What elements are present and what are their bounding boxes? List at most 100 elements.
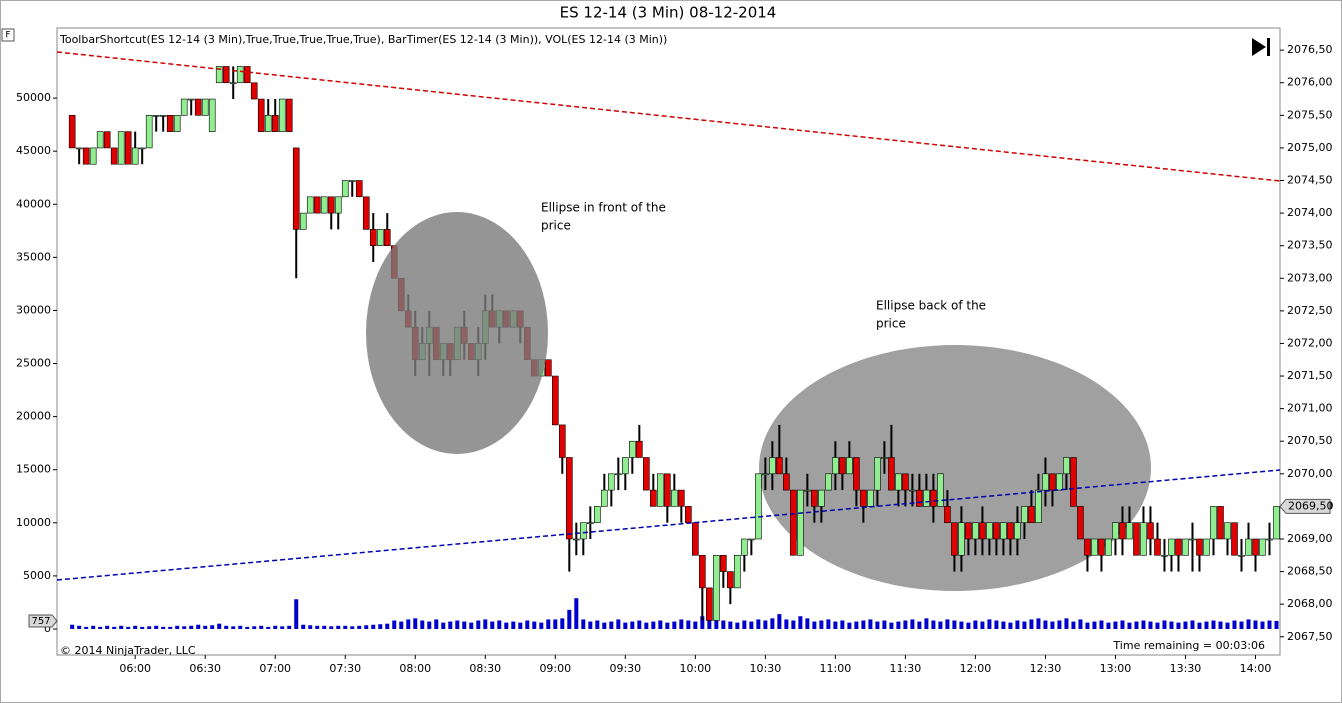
volume-bar [371,624,376,629]
body [790,489,797,556]
body [783,473,790,491]
volume-bar [630,621,635,629]
ellipse-front[interactable] [366,212,548,454]
body [748,538,755,541]
trend-line-red[interactable] [56,51,1281,182]
volume-bar [1092,621,1097,629]
volume-bar [1155,622,1160,629]
volume-bar [434,619,439,629]
x-tick-label: 11:00 [820,662,852,675]
volume-bar [1029,619,1034,629]
volume-bar [378,624,383,629]
body [89,147,97,165]
volume-bar [294,599,299,629]
volume-bar [1239,621,1244,629]
y-tick-label: 2072,50 [1287,304,1333,317]
volume-bar [476,620,481,629]
volume-bar [553,619,558,629]
volume-bar [154,625,159,629]
y-tick-label: 2073,00 [1287,271,1333,284]
body [215,66,223,84]
body [1098,538,1105,556]
time-remaining: Time remaining = 00:03:06 [1112,639,1265,652]
body [958,522,965,556]
body [769,457,776,475]
indicator-list: ToolbarShortcut(ES 12-14 (3 Min),True,Tr… [59,33,667,46]
volume-bar [1267,620,1272,629]
volume-bar [560,618,565,629]
annotation: price [876,317,906,331]
volume-bar [595,620,600,629]
volume-bar [175,625,180,629]
volume-bar [1176,622,1181,629]
volume-bar [469,622,474,629]
volume-bar [413,618,418,629]
body [82,147,90,165]
volume-bar [1225,622,1230,629]
volume-bar [98,626,103,629]
volume-bar [462,621,467,629]
volume-bar [189,625,194,629]
body [1084,538,1091,556]
volume-bar [1043,620,1048,629]
volume-bar [868,619,873,629]
y-tick-label: 2071,50 [1287,369,1333,382]
volume-bar [392,620,397,629]
volume-bar [791,620,796,629]
volume-bar [1008,622,1013,629]
body [285,98,293,132]
y-tick-label: 2074,50 [1287,174,1333,187]
y2-tick-label: 40000 [16,197,51,210]
body [839,457,846,475]
volume-bar [812,621,817,629]
x-tick-label: 11:30 [890,662,922,675]
volume-bar [287,625,292,629]
volume-bar [672,621,677,629]
x-tick-label: 07:30 [329,662,361,675]
body [979,522,986,540]
body [1259,538,1266,556]
annotation: price [541,219,571,233]
volume-bar [385,623,390,629]
volume-bar [854,621,859,629]
body [1252,538,1259,556]
x-tick-label: 13:00 [1100,662,1132,675]
volume-bar [399,621,404,629]
panel-box[interactable] [1,28,15,42]
volume-bar [441,622,446,629]
volume-bar [1022,621,1027,629]
trend-line-blue[interactable] [56,469,1281,581]
skip-icon[interactable] [1252,38,1270,56]
volume-bar [987,619,992,629]
x-tick-label: 08:00 [399,662,431,675]
y2-tick-label: 0 [44,622,51,635]
body [131,147,139,165]
volume-bar [308,625,313,629]
body [1049,473,1056,491]
body [1007,522,1014,540]
body [334,196,342,214]
body [1140,522,1147,556]
volume-bar [679,619,684,629]
body [846,457,853,475]
volume-bar [77,625,82,629]
play-bar [1267,38,1270,56]
ellipse-back[interactable] [759,345,1151,591]
annotation: Ellipse in front of the [541,201,666,215]
body [180,98,188,116]
y-tick-label: 2068,00 [1287,597,1333,610]
y2-tick-label: 5000 [23,569,51,582]
body [699,554,706,589]
body [1133,522,1140,556]
volume-bar [539,622,544,629]
body [860,489,867,507]
volume-bar [273,625,278,629]
body [909,489,916,492]
volume-bar [728,621,733,629]
volume-bar [602,622,607,629]
volume-bar [616,619,621,629]
y-tick-label: 2072,00 [1287,336,1333,349]
x-tick-label: 13:30 [1170,662,1202,675]
volume-bar [1134,621,1139,629]
volume-bar [770,618,775,629]
